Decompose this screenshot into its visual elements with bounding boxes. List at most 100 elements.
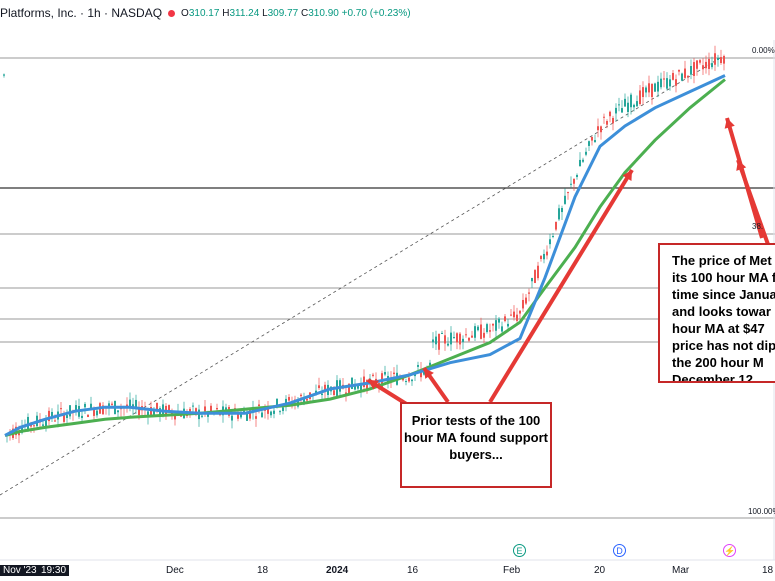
candle-body (723, 55, 725, 64)
candle-body (588, 141, 590, 146)
candle-body (594, 140, 596, 143)
candle-body (684, 68, 686, 78)
candle-body (642, 87, 644, 98)
split-event-icon[interactable]: ⚡ (723, 544, 736, 557)
candle-body (3, 74, 5, 76)
candle-body (624, 98, 626, 107)
candle-body (18, 433, 20, 436)
earnings-event-icon[interactable]: E (513, 544, 526, 557)
fib-trend-line (0, 57, 721, 496)
candle-body (702, 65, 704, 70)
candle-body (669, 79, 671, 87)
candle-body (351, 377, 353, 389)
x-tick-dec: Dec (166, 565, 184, 576)
candle-body (609, 111, 611, 117)
candle-body (465, 334, 467, 336)
candle-body (603, 116, 605, 118)
candle-body (384, 372, 386, 375)
candle-body (108, 403, 110, 408)
candle-body (240, 412, 242, 418)
candle-body (540, 255, 542, 260)
candle-body (552, 235, 554, 237)
candle-body (678, 69, 680, 72)
candle-body (432, 339, 434, 343)
candle-body (174, 414, 176, 420)
x-tick-18: 18 (257, 565, 269, 576)
high-value: 311.24 (229, 7, 260, 19)
candle-body (546, 251, 548, 256)
candle-body (711, 63, 713, 68)
market-status-icon (168, 9, 176, 17)
candle-body (162, 404, 164, 415)
candle-body (429, 362, 431, 366)
candle-body (147, 411, 149, 417)
candle-body (420, 369, 422, 378)
candle-body (513, 311, 515, 318)
candle-body (402, 378, 404, 381)
candle-body (444, 335, 446, 344)
candle-body (435, 336, 437, 345)
candle-body (408, 377, 410, 382)
candle-body (519, 310, 521, 314)
candle-body (606, 121, 608, 125)
candle-body (354, 384, 356, 390)
candle-body (111, 403, 113, 405)
candle-body (501, 326, 503, 332)
candle-body (525, 297, 527, 304)
candle-body (438, 333, 440, 350)
candle-body (393, 372, 395, 375)
candle-body (690, 66, 692, 75)
candle-body (168, 405, 170, 411)
candle-body (66, 415, 68, 418)
open-value: 310.17 (188, 7, 220, 19)
x-tick-feb: Feb (503, 565, 521, 576)
dividend-event-icon[interactable]: D (613, 544, 626, 557)
candle-body (153, 409, 155, 415)
annotation-arrow (736, 159, 772, 251)
candle-body (648, 83, 650, 93)
candle-body (492, 323, 494, 326)
ohlc-readout: O310.17 H311.24 L309.77 C310.90 +0.70 (+… (181, 7, 411, 19)
candle-body (138, 409, 140, 416)
candle-body (543, 253, 545, 260)
candle-body (81, 415, 83, 418)
candle-body (516, 314, 518, 321)
candle-body (639, 90, 641, 105)
x-tick-16: 16 (407, 565, 419, 576)
candle-body (267, 406, 269, 414)
candle-body (204, 406, 206, 412)
candle-body (510, 314, 512, 316)
candle-body (75, 405, 77, 412)
candle-body (129, 399, 131, 408)
x-tick-mar: Mar (672, 565, 690, 576)
candle-body (660, 78, 662, 88)
candle-body (507, 323, 509, 327)
candle-body (666, 78, 668, 89)
candle-body (633, 104, 635, 108)
candle-body (573, 178, 575, 184)
candle-body (453, 337, 455, 339)
symbol-title[interactable]: Platforms, Inc. · 1h · NASDAQ (0, 6, 163, 20)
candle-body (51, 411, 53, 419)
candle-body (531, 278, 533, 282)
candle-body (714, 53, 716, 65)
candle-body (504, 316, 506, 322)
candle-body (405, 381, 407, 383)
candle-body (630, 94, 632, 108)
candle-body (495, 320, 497, 331)
candle-body (324, 384, 326, 393)
fib-label-100: 100.00% (748, 507, 775, 516)
candle-body (345, 392, 347, 395)
candle-body (306, 398, 308, 401)
candle-body (441, 333, 443, 335)
candle-body (462, 338, 464, 342)
annotation-prior-tests: Prior tests of the 100 hour MA found sup… (400, 402, 552, 488)
candle-body (549, 239, 551, 245)
candle-body (447, 343, 449, 346)
candle-body (657, 81, 659, 92)
close-value: 310.90 (308, 7, 339, 19)
annotation-price-note: The price of Met its 100 hour MA f time … (658, 243, 775, 383)
candle-body (558, 208, 560, 220)
